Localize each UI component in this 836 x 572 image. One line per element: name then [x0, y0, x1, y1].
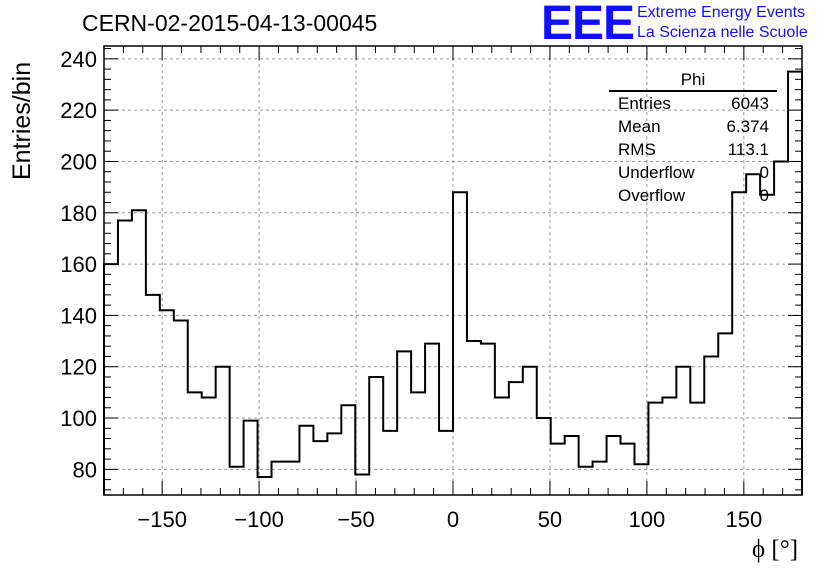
y-tick-label: 140 — [60, 303, 97, 328]
histogram-series — [103, 70, 803, 495]
x-axis-label: ϕ [°] — [752, 536, 799, 563]
histogram-bin — [118, 220, 132, 495]
histogram-bin — [341, 405, 355, 495]
histogram-bin — [369, 377, 383, 495]
histogram-bin — [313, 441, 327, 495]
y-axis-label: Entries/bin — [8, 61, 36, 180]
histogram-outline — [103, 70, 803, 495]
axis-ticks — [103, 46, 803, 495]
y-tick-label: 100 — [60, 406, 97, 431]
histogram-bin — [634, 464, 648, 495]
tick-labels: −150 −100 −50 0 50 100 150 80 100 120 140 160 180 200… — [60, 47, 762, 532]
histogram-bin — [621, 444, 635, 495]
x-tick-label: 100 — [629, 507, 666, 532]
stats-value: 6.374 — [726, 117, 769, 136]
histogram-bin — [760, 195, 774, 495]
histogram-bin — [551, 444, 565, 495]
histogram-bin — [467, 341, 481, 495]
histogram-bin — [202, 398, 216, 495]
histogram-bin — [397, 351, 411, 495]
histogram-bin — [104, 264, 118, 495]
x-tick-label: −100 — [234, 507, 284, 532]
chart-title: CERN-02-2015-04-13-00045 — [82, 10, 378, 36]
histogram-bin — [453, 192, 467, 495]
x-tick-label: −150 — [137, 507, 187, 532]
histogram-bin — [132, 210, 146, 495]
y-tick-label: 220 — [60, 98, 97, 123]
histogram-bin — [774, 161, 788, 495]
histogram-bin — [355, 474, 369, 495]
histogram-bin — [481, 344, 495, 495]
histogram-bin — [230, 467, 244, 495]
y-tick-label: 160 — [60, 252, 97, 277]
histogram-bin — [593, 462, 607, 495]
histogram-bin — [439, 431, 453, 495]
stats-value: 113.1 — [727, 140, 769, 159]
histogram-bin — [676, 367, 690, 495]
histogram-bin — [146, 295, 160, 495]
stats-box: Phi Entries 6043 Mean 6.374 RMS 113.1 Un… — [609, 70, 777, 207]
histogram-bin — [718, 333, 732, 495]
stats-row-rms: RMS 113.1 — [609, 138, 777, 161]
histogram-bin — [648, 403, 662, 495]
histogram-bin — [746, 174, 760, 495]
logo-line-2: La Scienza nelle Scuole — [637, 24, 808, 41]
stats-label: Mean — [618, 117, 661, 136]
histogram-bin — [425, 344, 439, 495]
histogram-bin — [285, 462, 299, 495]
eee-logo: EEE — [541, 0, 635, 50]
histogram-bin — [509, 382, 523, 495]
histogram-bin — [244, 421, 258, 495]
y-tick-label: 180 — [60, 201, 97, 226]
histogram-bin — [383, 431, 397, 495]
histogram-bin — [788, 72, 802, 495]
histogram-bin — [565, 436, 579, 495]
stats-title: Phi — [609, 70, 777, 92]
stats-value: 0 — [759, 186, 769, 205]
stats-row-underflow: Underflow 0 — [609, 161, 777, 184]
x-tick-label: −50 — [337, 507, 374, 532]
stats-label: Overflow — [618, 186, 686, 205]
logo-line-1: Extreme Energy Events — [637, 4, 806, 21]
histogram-bin — [704, 356, 718, 495]
histogram-bin — [188, 392, 202, 495]
histogram-bin — [537, 418, 551, 495]
stats-row-mean: Mean 6.374 — [609, 115, 777, 138]
y-tick-label: 240 — [60, 47, 97, 72]
y-tick-label: 80 — [73, 457, 97, 482]
x-tick-label: 50 — [538, 507, 562, 532]
histogram-bin — [690, 403, 704, 495]
histogram-bin — [258, 477, 272, 495]
histogram-bin — [216, 367, 230, 495]
stats-row-entries: Entries 6043 — [609, 92, 777, 115]
histogram-bin — [579, 467, 593, 495]
stats-value: 0 — [759, 163, 769, 182]
x-tick-label: 150 — [725, 507, 762, 532]
stats-label: RMS — [618, 140, 656, 159]
stats-label: Underflow — [618, 163, 695, 182]
histogram-bin — [732, 192, 746, 495]
stats-label: Entries — [618, 94, 671, 113]
stats-row-overflow: Overflow 0 — [609, 184, 777, 207]
histogram-bin — [299, 426, 313, 495]
histogram-bin — [411, 392, 425, 495]
histogram-bin — [523, 367, 537, 495]
histogram-bin — [662, 398, 676, 495]
y-tick-label: 120 — [60, 355, 97, 380]
histogram-bin — [607, 436, 621, 495]
y-tick-label: 200 — [60, 149, 97, 174]
histogram-bin — [327, 433, 341, 495]
histogram-bin — [495, 398, 509, 495]
stats-value: 6043 — [731, 94, 769, 113]
histogram-bin — [174, 321, 188, 495]
histogram-bin — [160, 310, 174, 495]
x-tick-label: 0 — [447, 507, 459, 532]
